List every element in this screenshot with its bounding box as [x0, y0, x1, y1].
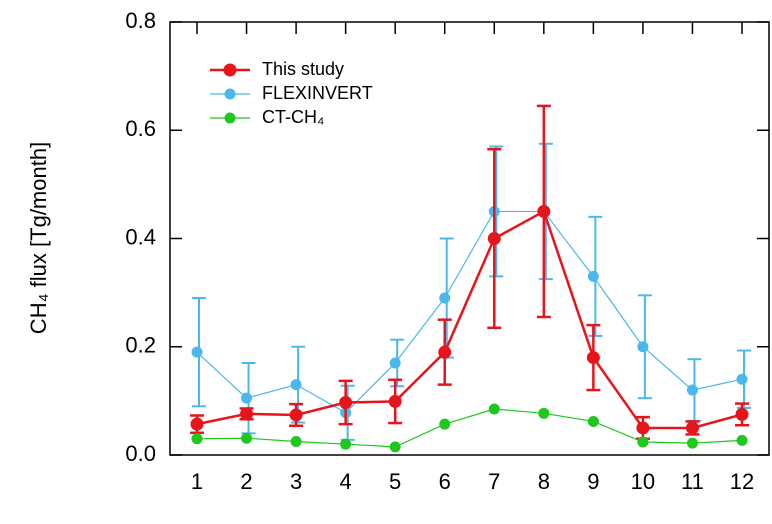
- series-line: [196, 408, 743, 448]
- legend-marker: [223, 63, 237, 77]
- y-tick-label: 0.4: [125, 224, 156, 249]
- series-line: [196, 210, 743, 414]
- y-tick-label: 0.2: [125, 333, 156, 358]
- plot-frame: [169, 21, 770, 456]
- legend-label: This study: [262, 59, 344, 79]
- data-point: [686, 437, 698, 449]
- legend-label: CT-CH₄: [262, 107, 324, 127]
- y-axis-label: CH₄ flux [Tg/month]: [26, 142, 51, 334]
- data-point: [586, 351, 600, 365]
- data-point: [538, 407, 550, 419]
- data-point: [685, 421, 699, 435]
- legend-marker: [224, 88, 236, 100]
- x-tick-label: 7: [488, 469, 500, 494]
- legend-marker: [224, 112, 236, 124]
- legend-label: FLEXINVERT: [262, 83, 373, 103]
- data-point: [735, 407, 749, 421]
- x-tick-label: 8: [538, 469, 550, 494]
- data-point: [388, 394, 402, 408]
- x-tick-label: 11: [681, 469, 704, 494]
- data-point: [537, 204, 551, 218]
- x-tick-label: 1: [191, 469, 203, 494]
- data-point: [637, 436, 649, 448]
- data-point: [487, 232, 501, 245]
- data-point: [438, 345, 452, 359]
- data-point: [736, 373, 748, 385]
- x-tick-label: 5: [389, 469, 401, 494]
- y-tick-label: 0.6: [125, 116, 156, 141]
- data-point: [190, 417, 204, 431]
- data-point: [290, 379, 302, 391]
- x-tick-label: 2: [240, 469, 252, 494]
- data-point: [290, 435, 302, 447]
- data-point: [339, 395, 353, 409]
- data-point: [637, 341, 649, 353]
- data-point: [241, 432, 253, 444]
- data-point: [439, 418, 451, 430]
- x-tick-label: 6: [439, 469, 451, 494]
- x-tick-label: 10: [631, 469, 655, 494]
- data-point: [636, 421, 650, 435]
- x-tick-label: 9: [587, 469, 599, 494]
- x-tick-label: 4: [340, 469, 352, 494]
- data-point: [340, 438, 352, 450]
- data-point: [289, 408, 303, 422]
- y-tick-label: 0.0: [125, 441, 156, 466]
- data-point: [191, 346, 203, 358]
- data-point: [488, 403, 500, 415]
- y-tick-label: 0.8: [125, 8, 156, 33]
- data-point: [241, 392, 253, 404]
- data-point: [389, 441, 401, 453]
- data-point: [191, 433, 203, 445]
- data-point: [686, 384, 698, 396]
- x-tick-label: 12: [730, 469, 754, 494]
- data-point: [240, 407, 254, 421]
- series-line: [196, 209, 743, 430]
- data-point: [587, 415, 599, 427]
- data-point: [389, 357, 401, 369]
- data-point: [587, 270, 599, 282]
- data-point: [736, 434, 748, 446]
- x-tick-label: 3: [290, 469, 302, 494]
- data-point: [439, 292, 451, 304]
